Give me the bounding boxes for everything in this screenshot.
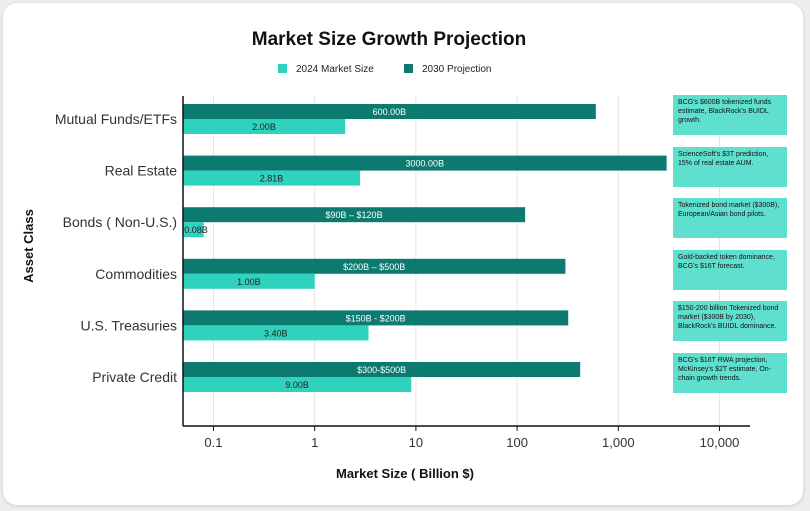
bar-label-2030: $90B – $120B: [326, 210, 383, 220]
annotation-note: Gold-backed token dominance, BCG's $16T …: [673, 249, 787, 290]
bar-label-2030: 600.00B: [373, 107, 407, 117]
bar-2024-market-size: [183, 325, 369, 341]
bars: 600.00B 2.00B 3000.00B 2.81B $90B – $120B 0.0…: [183, 104, 667, 392]
x-tick-label: 10,000: [700, 435, 740, 450]
annotation-note: BCG's $600B tokenized funds estimate, Bl…: [673, 95, 787, 135]
bar-label-2024: 2.00B: [252, 122, 276, 132]
legend-label-2030: 2030 Projection: [422, 64, 492, 75]
chart-card: [3, 3, 803, 505]
bar-2024-market-size: [183, 170, 361, 186]
chart-title: Market Size Growth Projection: [252, 29, 527, 50]
category-label: U.S. Treasuries: [81, 317, 177, 333]
annotation-note: $150-200 billion Tokenized bond market (…: [673, 301, 787, 342]
bar-label-2024: 3.40B: [264, 328, 288, 338]
x-tick-label: 0.1: [204, 435, 222, 450]
x-tick-label: 10: [409, 435, 423, 450]
bar-label-2024: 2.81B: [260, 174, 284, 184]
legend-swatch-2024: [278, 64, 287, 73]
bar-label-2030: $150B - $200B: [346, 313, 406, 323]
bar-label-2024: 1.00B: [237, 277, 261, 287]
category-label: Private Credit: [92, 369, 177, 385]
category-label: Real Estate: [105, 163, 178, 179]
annotation-note: BCG's $16T RWA projection, McKinsey's $2…: [673, 353, 787, 393]
bar-label-2024: 0.08B: [184, 225, 208, 235]
annotation-note: ScienceSoft's $3T prediction, 15% of rea…: [673, 146, 787, 187]
bar-2030-projection: [183, 258, 566, 274]
category-labels: Mutual Funds/ETFs Real Estate Bonds ( Non-…: [55, 111, 177, 385]
x-tick-label: 1: [311, 435, 318, 450]
bar-label-2030: $200B – $500B: [343, 262, 405, 272]
bar-2024-market-size: [183, 119, 346, 134]
x-axis-ticks: 0.1 1 10 100 1,000 10,000: [204, 426, 739, 450]
bar-2030-projection: [183, 104, 596, 119]
annotation-note: Tokenized bond market ($300B), European/…: [673, 198, 787, 239]
bar-label-2030: $300-$500B: [357, 365, 406, 375]
category-label: Commodities: [95, 266, 177, 282]
bar-2024-market-size: [183, 377, 412, 392]
category-label: Bonds ( Non-U.S.): [63, 214, 177, 230]
bar-label-2024: 9.00B: [285, 380, 309, 390]
x-tick-label: 100: [506, 435, 528, 450]
x-axis-title: Market Size ( Billion $): [336, 466, 474, 481]
bar-2024-market-size: [183, 273, 315, 289]
bar-label-2030: 3000.00B: [406, 159, 445, 169]
x-tick-label: 1,000: [602, 435, 635, 450]
bar-2030-projection: [183, 155, 667, 171]
bar-2030-projection: [183, 310, 569, 326]
bar-2030-projection: [183, 207, 526, 223]
bar-2024-market-size: [183, 222, 204, 238]
bar-2030-projection: [183, 362, 581, 377]
category-label: Mutual Funds/ETFs: [55, 111, 177, 127]
y-axis-title: Asset Class: [21, 209, 36, 283]
legend-swatch-2030: [404, 64, 413, 73]
legend-label-2024: 2024 Market Size: [296, 64, 374, 75]
